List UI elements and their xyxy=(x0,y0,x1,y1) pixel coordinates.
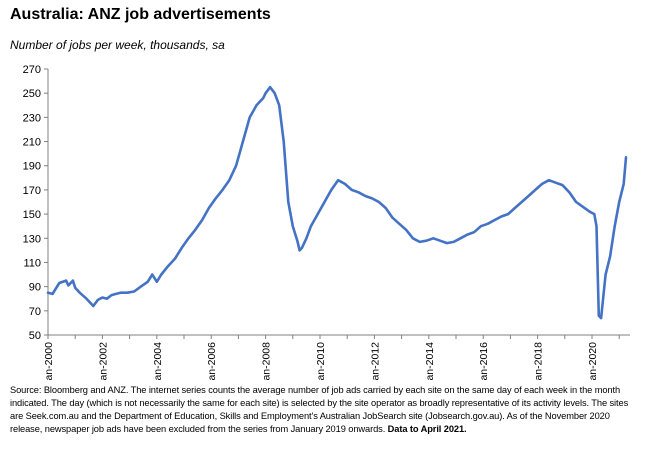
footnote-text: Source: Bloomberg and ANZ. The internet … xyxy=(10,385,629,434)
y-tick-label: 250 xyxy=(23,88,41,100)
x-tick-label: Jan-2018 xyxy=(533,342,545,380)
x-tick-label: Jan-2012 xyxy=(369,342,381,380)
x-tick-label: Jan-2006 xyxy=(206,342,218,380)
y-tick-label: 70 xyxy=(29,306,41,318)
y-tick-label: 270 xyxy=(23,64,41,76)
x-axis-ticks: Jan-2000 Jan-2002 Jan-2004 Jan-2006 Jan-2008… xyxy=(43,335,620,380)
y-tick-label: 230 xyxy=(23,112,41,124)
x-tick-label: Jan-2008 xyxy=(261,342,273,380)
x-tick-label: Jan-2020 xyxy=(587,342,599,380)
x-tick-label: Jan-2002 xyxy=(97,342,109,380)
line-chart: 50 70 90 110 130 150 170 190 210 230 250 270 Jan-20… xyxy=(23,64,630,380)
y-tick-label: 190 xyxy=(23,161,41,173)
chart-subtitle: Number of jobs per week, thousands, sa xyxy=(10,38,225,52)
footnote-data-note: Data to April 2021. xyxy=(387,424,467,434)
x-tick-label: Jan-2000 xyxy=(43,342,55,380)
footnote: Source: Bloomberg and ANZ. The internet … xyxy=(10,384,642,436)
y-axis-ticks: 50 70 90 110 130 150 170 190 210 230 250 270 xyxy=(23,64,48,342)
y-tick-label: 210 xyxy=(23,137,41,149)
x-tick-label: Jan-2004 xyxy=(152,342,164,380)
y-tick-label: 50 xyxy=(29,330,41,342)
y-tick-label: 150 xyxy=(23,209,41,221)
series-group xyxy=(46,85,628,320)
series-line-job-ads xyxy=(46,85,628,320)
x-tick-label: Jan-2014 xyxy=(424,342,436,380)
chart-title: Australia: ANZ job advertisements xyxy=(10,6,271,23)
y-tick-label: 90 xyxy=(29,282,41,294)
x-tick-label: Jan-2016 xyxy=(478,342,490,380)
x-tick-label: Jan-2010 xyxy=(315,342,327,380)
y-tick-label: 110 xyxy=(23,257,41,269)
y-tick-label: 170 xyxy=(23,185,41,197)
y-tick-label: 130 xyxy=(23,233,41,245)
chart-axes xyxy=(47,69,630,336)
